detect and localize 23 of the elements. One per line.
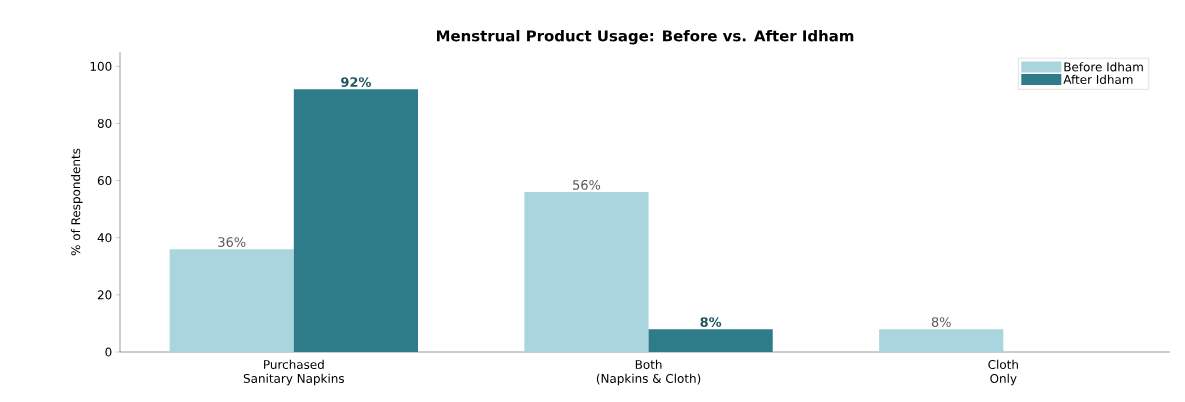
bar — [293, 89, 418, 352]
y-tick-label: 20 — [97, 290, 112, 300]
y-axis-title: % of Respondents — [71, 148, 83, 256]
y-tick-label: 0 — [105, 347, 112, 357]
bar — [648, 329, 773, 352]
y-tick-label: 40 — [97, 233, 112, 243]
x-tick-label: Cloth Only — [988, 359, 1018, 386]
y-tick-label: 80 — [97, 118, 112, 128]
x-tick-label: Purchased Sanitary Napkins — [243, 359, 345, 386]
data-label: 36% — [218, 237, 246, 247]
chart-title: Menstrual Product Usage: Before vs. After Idham — [436, 29, 854, 45]
y-tick-label: 60 — [97, 176, 112, 186]
data-label: 8% — [931, 317, 951, 327]
data-label: 56% — [573, 180, 601, 190]
legend-label: After Idham — [1063, 74, 1133, 84]
x-tick-label: Both (Napkins & Cloth) — [596, 359, 701, 386]
y-tick-label: 100 — [90, 61, 112, 71]
legend-label: Before Idham — [1064, 62, 1143, 72]
bar — [524, 192, 649, 352]
data-label: 92% — [341, 77, 371, 87]
bar — [879, 329, 1004, 352]
data-label: 8% — [700, 317, 722, 327]
bar — [169, 249, 294, 352]
